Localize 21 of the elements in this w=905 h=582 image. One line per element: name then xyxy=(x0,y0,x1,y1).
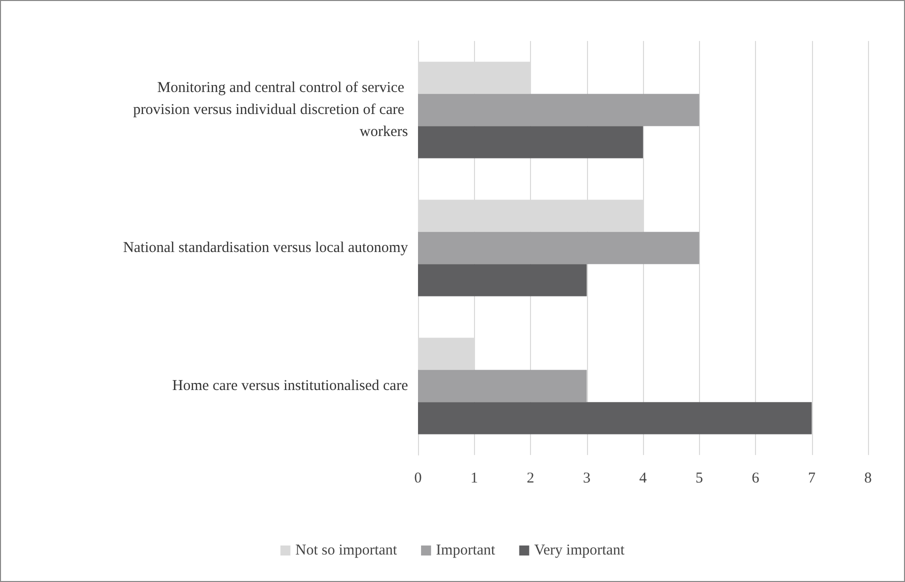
x-tick-label: 2 xyxy=(526,470,534,486)
x-tick-label: 3 xyxy=(583,470,590,486)
x-tick-label: 8 xyxy=(864,470,872,486)
bar xyxy=(418,402,812,434)
bar xyxy=(418,126,643,158)
x-tick-label: 7 xyxy=(808,470,816,486)
bar xyxy=(418,370,587,402)
legend-label: Not so important xyxy=(295,542,398,558)
bar xyxy=(418,264,587,296)
x-tick-label: 0 xyxy=(414,470,422,486)
y-tick-label: Monitoring and central control of service provision versus individual discretion of care workers xyxy=(133,80,408,140)
x-tick-label: 6 xyxy=(752,470,760,486)
y-tick-label: Home care versus institutionalised care xyxy=(172,378,408,394)
x-tick-label: 4 xyxy=(639,470,648,486)
legend-label: Important xyxy=(436,542,496,558)
bar xyxy=(418,94,700,126)
x-tick-label: 5 xyxy=(696,470,703,486)
legend-label: Very important xyxy=(534,542,626,558)
bar xyxy=(418,232,700,264)
y-tick-label: National standardisation versus local autonomy xyxy=(123,240,408,256)
x-tick-label: 1 xyxy=(470,470,478,486)
